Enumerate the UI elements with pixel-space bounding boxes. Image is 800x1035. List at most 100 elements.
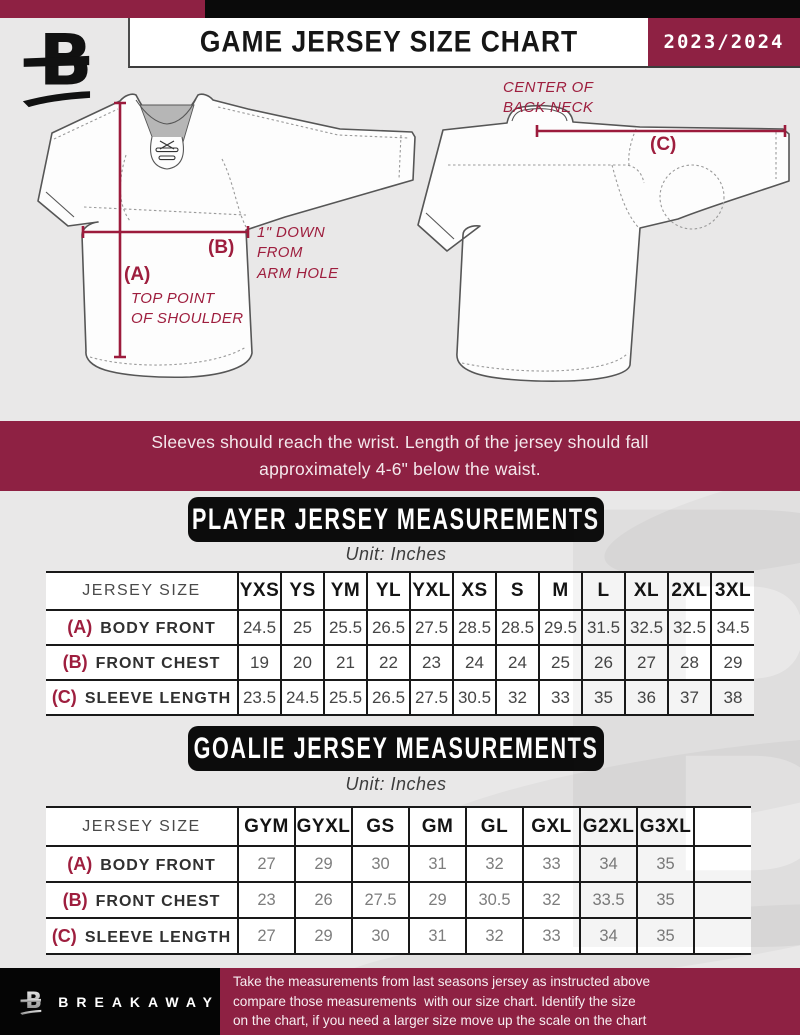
size-value-cell: 26 [294, 881, 352, 918]
row-label: FRONT CHEST [95, 892, 221, 910]
row-marker: (B) [62, 652, 88, 672]
banner-line1: Sleeves should reach the wrist. Length o… [151, 431, 649, 452]
row-label-cell: (C) SLEEVE LENGTH [46, 917, 238, 955]
size-value-cell: 35 [636, 917, 694, 955]
player-section-header: PLAYER JERSEY MEASUREMENTS [188, 497, 604, 542]
size-column-header: YS [280, 571, 324, 610]
size-value-cell: 33.5 [579, 881, 637, 918]
size-column-header: 2XL [667, 571, 711, 610]
size-value-cell: 29 [294, 917, 352, 955]
size-value-cell: 23.5 [237, 679, 281, 716]
size-value-cell: 24 [452, 644, 496, 680]
jersey-size-corner-label: JERSEY SIZE [46, 806, 238, 846]
note-center-of-back-neck: CENTER OF BACK NECK [503, 78, 593, 119]
size-value-cell: 20 [280, 644, 324, 680]
goalie-section-title: GOALIE JERSEY MEASUREMENTS [193, 731, 599, 765]
size-value-cell: 26 [581, 644, 625, 680]
size-value-cell: 37 [667, 679, 711, 716]
size-value-cell [693, 845, 751, 882]
size-value-cell: 24 [495, 644, 539, 680]
size-column-header: S [495, 571, 539, 610]
size-value-cell: 19 [237, 644, 281, 680]
note-a-line1: TOP POINT [131, 290, 215, 307]
page-title: GAME JERSEY SIZE CHART [199, 25, 579, 58]
size-column-header: G3XL [636, 806, 694, 846]
breakaway-logo-icon: B [22, 24, 93, 108]
note-b-line1: 1" DOWN [257, 224, 326, 241]
size-column-header: M [538, 571, 582, 610]
marker-c: (C) [650, 134, 677, 155]
size-value-cell: 30 [351, 845, 409, 882]
size-column-header: YXL [409, 571, 453, 610]
size-column-header: YL [366, 571, 410, 610]
size-table-row: (C) SLEEVE LENGTH 23.5 24.5 25.5 26.5 27.5 30.5… [46, 679, 754, 716]
row-marker: (B) [62, 889, 88, 910]
size-value-cell: 23 [409, 644, 453, 680]
size-value-cell: 32 [465, 917, 523, 955]
size-value-cell: 29 [710, 644, 754, 680]
size-column-header: GM [408, 806, 466, 846]
size-value-cell: 27.5 [351, 881, 409, 918]
row-label-cell: (A) BODY FRONT [46, 609, 238, 645]
size-table-row: (A) BODY FRONT 24.5 25 25.5 26.5 27.5 28.5 28.5 2… [46, 609, 754, 645]
banner-line2: approximately 4-6" below the waist. [259, 459, 541, 479]
size-value-cell: 32 [522, 881, 580, 918]
size-value-cell: 23 [237, 881, 295, 918]
size-column-header: 3XL [710, 571, 754, 610]
size-value-cell: 22 [366, 644, 410, 680]
size-value-cell: 29 [408, 881, 466, 918]
size-value-cell: 30 [351, 917, 409, 955]
note-c-line1: CENTER OF [503, 79, 594, 96]
row-marker: (A) [67, 617, 93, 637]
fit-guidance-banner: Sleeves should reach the wrist. Length o… [0, 421, 800, 491]
size-table-header-row: JERSEY SIZE GYM GYXL GS GM GL GXL G2XL G3XL [46, 806, 751, 846]
note-b-line2: FROM [257, 244, 303, 262]
size-value-cell: 32 [495, 679, 539, 716]
goalie-section-header: GOALIE JERSEY MEASUREMENTS [188, 726, 604, 771]
row-label: BODY FRONT [100, 620, 216, 637]
size-column-header: GYM [237, 806, 295, 846]
size-value-cell: 24.5 [237, 609, 281, 645]
size-value-cell: 32.5 [667, 609, 711, 645]
season-box: 2023/2024 [648, 18, 800, 66]
marker-b: (B) [208, 237, 235, 258]
top-strip-black [205, 0, 800, 18]
size-value-cell: 32.5 [624, 609, 668, 645]
size-value-cell: 25.5 [323, 679, 367, 716]
note-a-line2: OF SHOULDER [131, 310, 244, 328]
season-label: 2023/2024 [663, 31, 785, 53]
footer-line1: Take the measurements from last seasons … [233, 974, 651, 990]
size-value-cell: 28.5 [495, 609, 539, 645]
size-value-cell: 32 [465, 845, 523, 882]
size-value-cell: 30.5 [452, 679, 496, 716]
note-down-from-armhole: 1" DOWN FROM ARM HOLE [257, 223, 339, 284]
row-label-cell: (B) FRONT CHEST [46, 881, 238, 918]
size-table-row: (C) SLEEVE LENGTH 27 29 30 31 32 33 34 35 [46, 917, 751, 955]
row-label-cell: (B) FRONT CHEST [46, 644, 238, 680]
breakaway-logo-small-icon: B [20, 988, 42, 1015]
header-title-box: GAME JERSEY SIZE CHART [130, 18, 648, 66]
size-value-cell: 31 [408, 917, 466, 955]
back-jersey-diagram [417, 104, 790, 382]
marker-a: (A) [124, 264, 151, 285]
note-c-line2: BACK NECK [503, 99, 594, 117]
header-bar: GAME JERSEY SIZE CHART 2023/2024 [128, 18, 800, 68]
row-label: SLEEVE LENGTH [84, 928, 232, 946]
size-value-cell: 27 [624, 644, 668, 680]
footer: B BREAKAWAY Take the measurements from l… [0, 968, 800, 1035]
size-column-header: GYXL [294, 806, 352, 846]
size-value-cell: 31.5 [581, 609, 625, 645]
size-value-cell: 38 [710, 679, 754, 716]
note-b-line3: ARM HOLE [257, 264, 339, 282]
footer-line3: on the chart, if you need a larger size … [233, 1013, 647, 1029]
goalie-size-table: JERSEY SIZE GYM GYXL GS GM GL GXL G2XL G3XL (A) BO… [46, 806, 751, 955]
size-column-header: GL [465, 806, 523, 846]
size-table-row: (A) BODY FRONT 27 29 30 31 32 33 34 35 [46, 845, 751, 882]
row-marker: (C) [51, 687, 77, 707]
size-column-header: YXS [237, 571, 281, 610]
size-value-cell: 33 [522, 917, 580, 955]
row-label: FRONT CHEST [95, 655, 221, 672]
jersey-size-corner-label: JERSEY SIZE [46, 571, 238, 610]
size-value-cell: 35 [636, 845, 694, 882]
size-value-cell: 26.5 [366, 609, 410, 645]
